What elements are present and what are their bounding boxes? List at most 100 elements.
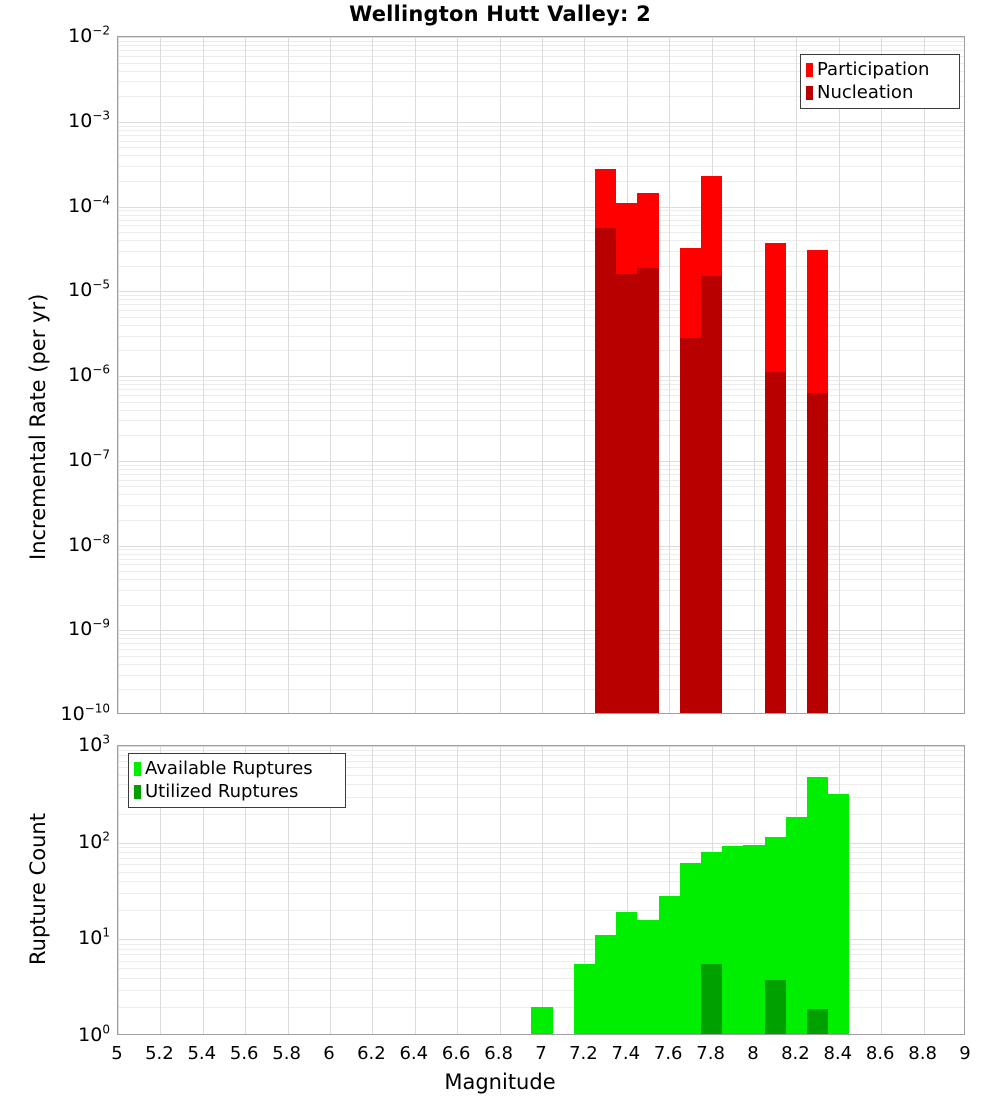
bar — [573, 964, 595, 1034]
gridline-minor — [118, 62, 964, 64]
gridline-vertical — [160, 746, 162, 1034]
gridline-minor — [118, 796, 964, 798]
bar-segment-available — [531, 1006, 553, 1034]
y-tick-label: 103 — [78, 732, 110, 756]
x-tick-label: 5 — [111, 1043, 123, 1064]
bar-segment-utilized — [701, 964, 723, 1034]
gridline-minor — [118, 989, 964, 991]
gridline-minor — [118, 813, 964, 815]
x-axis-tick-labels: 5 5.2 5.4 5.6 5.8 6 6.2 6.4 6.6 6.8 7 7.2 7.4 7.6 7.8 8… — [0, 1043, 1000, 1069]
gridline-vertical — [881, 37, 883, 713]
gridline-vertical — [754, 37, 755, 713]
gridline-vertical — [838, 37, 840, 713]
bottom-legend-item[interactable]: Utilized Ruptures — [134, 780, 339, 803]
gridline-minor — [118, 948, 964, 950]
gridline-minor — [118, 155, 964, 157]
gridline-vertical — [287, 746, 289, 1034]
gridline — [118, 545, 964, 547]
y-tick-label: 10−9 — [68, 616, 110, 641]
bar-segment-nucleation — [807, 392, 829, 713]
bar-segment-nucleation — [701, 276, 723, 713]
gridline-vertical — [330, 746, 331, 1034]
gridline-minor — [118, 589, 964, 591]
gridline-minor — [118, 468, 964, 470]
y-tick-label: 10−7 — [68, 447, 110, 471]
bar-segment-available — [573, 964, 595, 1034]
x-tick-label: 7.2 — [569, 1043, 598, 1064]
top-legend-label: Nucleation — [817, 81, 914, 103]
gridline — [118, 746, 964, 747]
bar-segment-available — [658, 896, 680, 1034]
gridline-vertical — [584, 746, 586, 1034]
gridline-minor — [118, 232, 964, 233]
y-tick-label: 10−2 — [68, 23, 110, 47]
gridline-minor — [118, 755, 964, 757]
gridline-minor — [118, 564, 964, 566]
top-legend-item[interactable]: Nucleation — [806, 81, 953, 104]
gridline-minor — [118, 180, 964, 182]
top-panel-legend[interactable]: Participation Nucleation — [800, 54, 960, 109]
gridline-minor — [118, 871, 964, 873]
gridline-minor — [118, 847, 964, 849]
bar — [807, 249, 829, 713]
bar — [701, 852, 723, 1034]
x-tick-label: 5.8 — [272, 1043, 301, 1064]
bar-segment-available — [807, 776, 829, 1034]
gridline-minor — [118, 379, 964, 381]
bar — [595, 935, 617, 1034]
gridline-minor — [118, 767, 964, 769]
bar — [679, 862, 701, 1034]
gridline — [118, 842, 964, 844]
legend-swatch-icon — [806, 62, 813, 77]
bar — [616, 912, 638, 1034]
bottom-legend-item[interactable]: Available Ruptures — [134, 757, 339, 780]
bar-segment-available — [679, 862, 701, 1034]
legend-swatch-icon — [806, 85, 813, 100]
x-tick-label: 6.2 — [357, 1043, 386, 1064]
gridline-minor — [118, 134, 964, 136]
y-tick-label: 101 — [78, 926, 110, 950]
bar-segment-available — [722, 845, 744, 1034]
gridline-minor — [118, 140, 964, 142]
gridline-minor — [118, 265, 964, 267]
gridline-minor — [118, 655, 964, 657]
gridline-minor — [118, 643, 964, 645]
gridline — [118, 376, 964, 377]
top-legend-item[interactable]: Participation — [806, 58, 953, 81]
x-tick-label: 6.6 — [441, 1043, 471, 1064]
x-tick-label: 5.6 — [229, 1043, 259, 1064]
gridline-minor — [118, 70, 964, 72]
gridline-vertical — [457, 37, 459, 713]
gridline — [118, 460, 964, 462]
legend-swatch-icon — [134, 761, 141, 776]
bar-segment-available — [785, 816, 807, 1034]
legend-swatch-icon — [134, 784, 141, 799]
x-axis-title: Magnitude — [444, 1070, 556, 1094]
y-tick-label: 102 — [78, 829, 110, 853]
gridline — [118, 939, 964, 941]
bar — [637, 919, 659, 1034]
bar-segment-utilized — [807, 1009, 829, 1034]
bar-segment-nucleation — [637, 267, 659, 713]
gridline-minor — [118, 81, 964, 83]
gridline-minor — [118, 214, 964, 216]
gridline-minor — [118, 558, 964, 560]
gridline-minor — [118, 409, 964, 411]
gridline-minor — [118, 435, 964, 437]
gridline-vertical — [881, 746, 883, 1034]
gridline-minor — [118, 50, 964, 52]
bottom-panel-legend[interactable]: Available Ruptures Utilized Ruptures — [128, 753, 346, 808]
x-tick-label: 8.6 — [865, 1043, 895, 1064]
x-tick-label: 6.4 — [399, 1043, 429, 1064]
gridline-minor — [118, 977, 964, 979]
gridline-minor — [118, 210, 964, 212]
gridline-minor — [118, 663, 964, 665]
gridline-minor — [118, 943, 964, 945]
gridline-minor — [118, 384, 964, 386]
gridline-minor — [118, 649, 964, 651]
gridline-vertical — [202, 37, 204, 713]
bar — [637, 192, 659, 713]
x-tick-label: 7.6 — [653, 1043, 683, 1064]
gridline-minor — [118, 335, 964, 337]
x-tick-label: 5.4 — [187, 1043, 217, 1064]
